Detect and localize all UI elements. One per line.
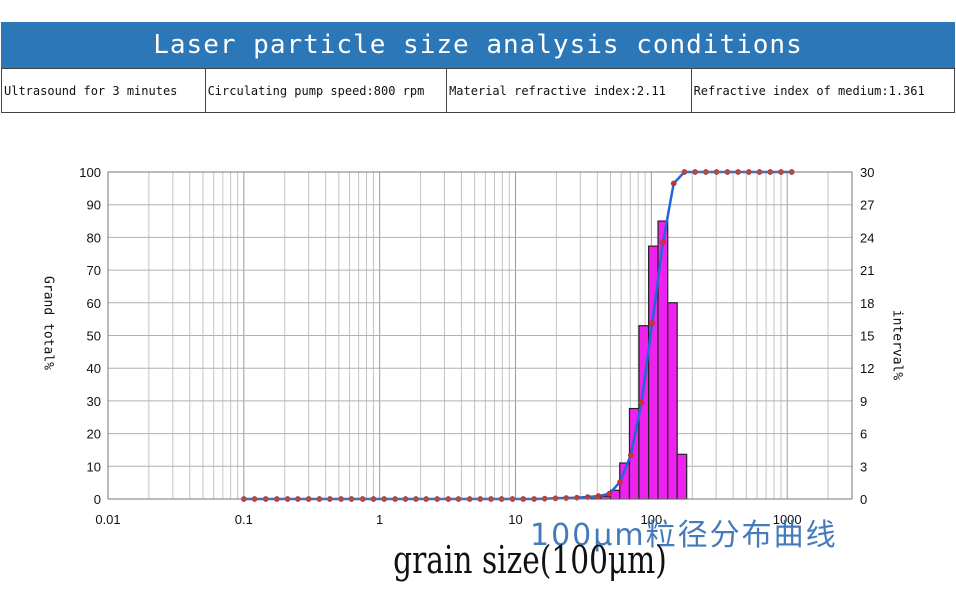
- cumulative-point: [563, 495, 570, 501]
- x-tick-label: 0.1: [235, 512, 253, 527]
- y-right-tick-label: 18: [860, 296, 874, 311]
- interval-bars: [590, 220, 688, 500]
- y-left-tick-label: 0: [94, 492, 101, 507]
- y-left-tick-label: 50: [87, 329, 101, 344]
- y-right-tick-label: 24: [860, 230, 874, 245]
- y-right-tick-label: 0: [860, 492, 867, 507]
- y-left-tick-label: 30: [87, 394, 101, 409]
- conditions-title: Laser particle size analysis conditions: [1, 22, 955, 68]
- y-left-tick-label: 60: [87, 296, 101, 311]
- plot-frame: [107, 171, 853, 500]
- y-right-tick-label: 15: [860, 329, 874, 344]
- x-tick-label: 100: [640, 512, 662, 527]
- cumulative-point: [595, 493, 602, 499]
- x-tick-label: 1000: [773, 512, 802, 527]
- y-left-tick-label: 10: [87, 459, 101, 474]
- x-tick-label: 1: [376, 512, 383, 527]
- conditions-table-row: Ultrasound for 3 minutes Circulating pum…: [1, 68, 955, 113]
- y-right-tick-label: 12: [860, 361, 874, 376]
- y-left-tick-label: 100: [79, 165, 101, 180]
- y-axis-left-label: Grand total%: [40, 276, 56, 370]
- cumulative-point: [574, 494, 580, 501]
- cumulative-point: [660, 239, 666, 246]
- chart-grid: [107, 171, 853, 500]
- y-left-tick-label: 20: [87, 427, 101, 442]
- y-axis-right-label: interval%: [889, 309, 905, 381]
- interval-bar: [676, 453, 688, 500]
- cumulative-point: [552, 495, 559, 502]
- y-left-tick-label: 70: [87, 263, 101, 278]
- y-right-tick-label: 27: [860, 198, 874, 213]
- y-right-tick-label: 21: [860, 263, 874, 278]
- condition-cell-ultrasound: Ultrasound for 3 minutes: [2, 69, 206, 112]
- y-left-tick-label: 80: [87, 230, 101, 245]
- y-left-tick-label: 40: [87, 361, 101, 376]
- watermark-text: 100μm粒径分布曲线: [530, 518, 838, 553]
- cumulative-point: [627, 452, 634, 459]
- y-right-tick-label: 30: [860, 165, 874, 180]
- cumulative-point: [584, 494, 591, 500]
- y-right-tick-label: 6: [860, 427, 867, 442]
- cumulative-point: [649, 320, 656, 326]
- y-right-tick-label: 9: [860, 394, 867, 409]
- condition-cell-material-index: Material refractive index:2.11: [447, 69, 692, 112]
- cumulative-point: [606, 490, 613, 497]
- cumulative-point: [670, 180, 677, 187]
- plot-border: [107, 171, 853, 500]
- y-right-tick-label: 3: [860, 459, 867, 474]
- x-tick-label: 10: [508, 512, 522, 527]
- condition-cell-medium-index: Refractive index of medium:1.361: [693, 83, 925, 98]
- y-left-tick-label: 90: [87, 198, 101, 213]
- cumulative-point: [617, 479, 623, 485]
- x-tick-label: 0.01: [95, 512, 120, 527]
- condition-cell-pump-speed: Circulating pump speed:800 rpm: [206, 69, 448, 112]
- x-axis-label: grain size(100μm): [393, 538, 667, 582]
- axis-tick-labels: 0102030405060708090100036912151821242730…: [79, 165, 874, 527]
- cumulative-point: [638, 399, 645, 406]
- interval-bar: [667, 302, 678, 500]
